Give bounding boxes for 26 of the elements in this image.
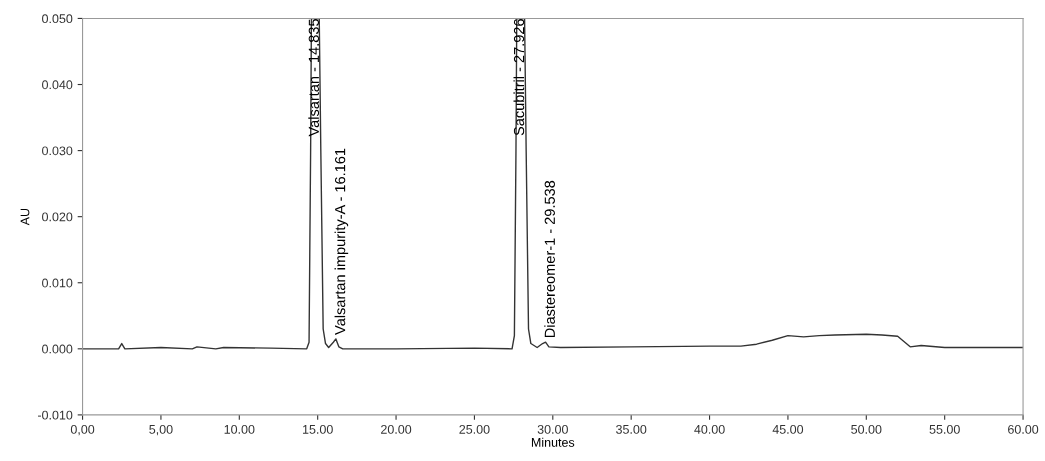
annotation: Valsartan - 14.835 — [308, 19, 320, 137]
x-tick-label: 55.00 — [929, 424, 960, 434]
y-tick-label: 0.010 — [42, 278, 73, 288]
y-tick-label: 0.050 — [42, 14, 73, 24]
y-axis-title: AU — [20, 208, 30, 226]
x-tick-label: 35.00 — [616, 424, 647, 434]
x-tick-label: 20.00 — [381, 424, 412, 434]
x-tick-label: 5,00 — [149, 424, 173, 436]
y-tick-label: -0.010 — [37, 410, 73, 420]
y-tick-label: 0.020 — [42, 212, 73, 222]
x-tick-label: 50.00 — [851, 424, 882, 434]
x-tick-label: 15.00 — [302, 424, 333, 434]
x-tick-label: 40.00 — [694, 424, 725, 434]
y-tick-label: 0.040 — [42, 80, 73, 90]
x-tick-label: 0,00 — [70, 424, 95, 436]
annotation: Diastereomer-1 - 29.538 — [544, 180, 555, 338]
x-tick-label: 60.00 — [1008, 424, 1039, 434]
annotation: Sacubitril - 27.926 — [513, 19, 525, 136]
y-tick-label: 0.000 — [42, 344, 73, 354]
y-tick-label: 0.030 — [42, 146, 73, 156]
x-axis-title: Minutes — [531, 437, 575, 447]
x-tick-label: 10.00 — [224, 424, 255, 434]
x-tick-label: 30.00 — [537, 424, 568, 434]
x-tick-label: 45.00 — [772, 424, 804, 434]
annotation: Valsartan impurity-A - 16.161 — [334, 148, 349, 335]
x-tick-label: 25.00 — [459, 424, 490, 434]
